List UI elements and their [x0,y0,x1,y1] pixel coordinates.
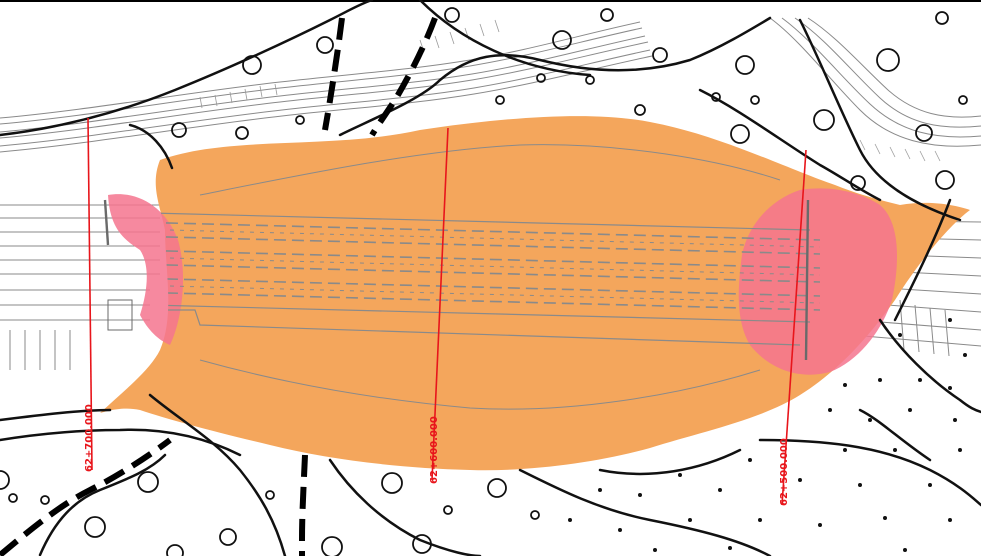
tree-circles [0,7,968,556]
station-line [431,127,449,481]
station-line [87,117,93,471]
upper-highway-hatching [199,19,941,162]
bridge-structure [129,212,821,346]
station-62-700[interactable]: 62+700.000 [84,117,95,472]
abutments [103,199,810,361]
station-label: 62+600.000 [429,416,440,484]
station-line [781,149,807,506]
station-label: 62+500.000 [779,438,790,506]
stipple-dots [568,318,967,552]
corridor-inner-outlines [199,144,781,410]
west-road [0,204,160,370]
station-lines: 62+700.000 62+600.000 62+500.000 [84,117,807,506]
station-label: 62+700.000 [84,404,95,472]
station-62-500[interactable]: 62+500.000 [779,149,807,506]
station-62-600[interactable]: 62+600.000 [429,127,449,484]
west-end-zone[interactable] [108,194,184,345]
corridor-zone[interactable] [100,116,970,471]
boundary-lines [0,16,438,556]
